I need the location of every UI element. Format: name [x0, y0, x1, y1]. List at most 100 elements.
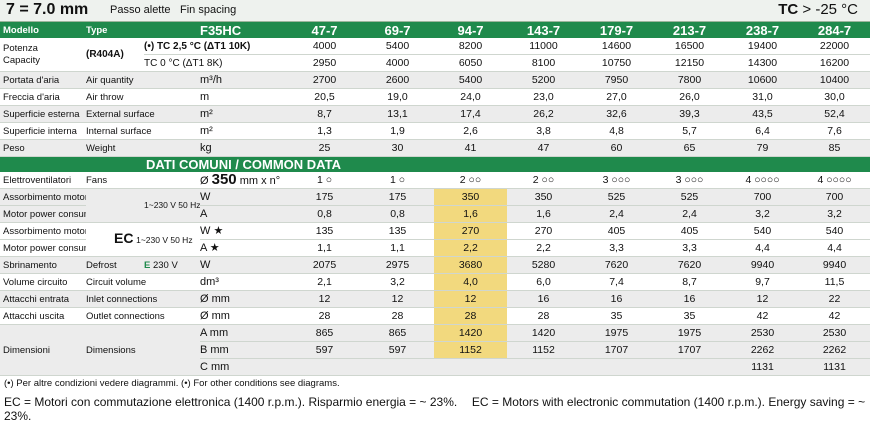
row-unit: dm³ [200, 273, 288, 291]
cell-value: 2,4 [580, 205, 653, 223]
capacity-value: 12150 [653, 54, 726, 72]
cell-value-highlight: 1420 [434, 324, 507, 342]
cell-value: 2262 [726, 341, 799, 359]
cell-value: 22 [799, 290, 870, 308]
cell-value: 28 [288, 307, 361, 325]
cell-value: 405 [653, 222, 726, 240]
row-label-it: Freccia d'aria [0, 88, 86, 106]
capacity-value: 10750 [580, 54, 653, 72]
row-label-en: Air quantity [86, 71, 200, 89]
row-label-en: Fans [86, 172, 200, 189]
row-label-it: Portata d'aria [0, 71, 86, 89]
cell-value [288, 358, 361, 376]
cell-value: 1975 [653, 324, 726, 342]
row-unit: W [200, 188, 288, 206]
cell-value: 175 [288, 188, 361, 206]
cell-value: 1131 [726, 358, 799, 376]
cell-value: 700 [799, 188, 870, 206]
row-label-it: Peso [0, 139, 86, 157]
cell-value: 2,6 [434, 122, 507, 140]
footnote-ec-it: EC = Motori con commutazione elettronica… [4, 395, 458, 409]
cell-value: 1975 [580, 324, 653, 342]
cell-value: 27,0 [580, 88, 653, 106]
cell-value: 16 [580, 290, 653, 308]
row-label-it: Superficie interna [0, 122, 86, 140]
model-col: 69-7 [361, 22, 434, 38]
capacity-value: 8100 [507, 54, 580, 72]
refrigerant: (R404A) [86, 38, 144, 72]
cell-value: 9,7 [726, 273, 799, 291]
cell-value: 350 [507, 188, 580, 206]
model-col: 213-7 [653, 22, 726, 38]
cell-value: 525 [653, 188, 726, 206]
fans-unit: Ø 350 mm x n° [200, 172, 288, 189]
cell-value-highlight: 12 [434, 290, 507, 308]
cell-value: 597 [361, 341, 434, 359]
cell-value: 1707 [580, 341, 653, 359]
cell-value: 12 [361, 290, 434, 308]
cell-value: 16 [507, 290, 580, 308]
cell-value: 3,2 [799, 205, 870, 223]
row-label-it: Sbrinamento [0, 256, 86, 274]
cell-value-highlight: 3680 [434, 256, 507, 274]
cell-value-highlight: 270 [434, 222, 507, 240]
cell-value: 8,7 [288, 105, 361, 123]
cell-value: 1,1 [288, 239, 361, 257]
fin-label-it: Passo alette [110, 4, 171, 16]
cell-value: 32,6 [580, 105, 653, 123]
model-col: 179-7 [580, 22, 653, 38]
row-unit: Ø mm [200, 290, 288, 308]
dims-row-a: Dimensioni Dimensions A mm 865 865 1420 … [0, 324, 870, 376]
motor-std-row-a: Motor power consumption A 0,8 0,8 1,6 1,… [0, 205, 870, 223]
cell-value: 1420 [507, 324, 580, 342]
cell-value: 6,4 [726, 122, 799, 140]
cell-value: 700 [726, 188, 799, 206]
cell-value: 7950 [580, 71, 653, 89]
cell-value: 2,2 [507, 239, 580, 257]
cell-value: 4,4 [726, 239, 799, 257]
capacity-label: Potenza Capacity [0, 38, 86, 72]
cell-value: 16 [653, 290, 726, 308]
tc-label: TC [778, 1, 799, 18]
motor-ec-row-a: Motor power consumption A ★ 1,1 1,1 2,2 … [0, 239, 870, 257]
cell-value: 4 ○○○○ [799, 172, 870, 189]
cell-value: 7,4 [580, 273, 653, 291]
cell-value: 19,0 [361, 88, 434, 106]
capacity-label-en: Capacity [3, 54, 40, 66]
defrost-supply: 230 V [152, 259, 178, 271]
cell-value-highlight: 1,6 [434, 205, 507, 223]
row-unit: kg [200, 139, 288, 157]
row-unit: A [200, 205, 288, 223]
cell-value: 1131 [799, 358, 870, 376]
row-label-it: Elettroventilatori [0, 172, 86, 189]
cell-value-highlight: 1152 [434, 341, 507, 359]
cell-value: 3,2 [726, 205, 799, 223]
cell-value: 3,3 [580, 239, 653, 257]
row-unit: W ★ [200, 222, 288, 240]
cell-value: 13,1 [361, 105, 434, 123]
cell-value-highlight: 2,2 [434, 239, 507, 257]
cell-value: 9940 [726, 256, 799, 274]
row-label-en: Defrost [86, 256, 144, 274]
cell-value: 135 [361, 222, 434, 240]
motor-std-supply: 1~230 V 50 Hz [144, 200, 200, 210]
cell-value: 26,0 [653, 88, 726, 106]
row-label-en: Weight [86, 139, 200, 157]
cell-value: 5400 [434, 71, 507, 89]
cell-value: 5280 [507, 256, 580, 274]
cell-value: 2075 [288, 256, 361, 274]
cell-value: 5200 [507, 71, 580, 89]
cell-value: 31,0 [726, 88, 799, 106]
cell-value: 11,5 [799, 273, 870, 291]
cell-value: 65 [653, 139, 726, 157]
fans-row: Elettroventilatori Fans Ø 350 mm x n° 1 … [0, 172, 870, 189]
cell-value: 24,0 [434, 88, 507, 106]
cell-value-highlight: 4,0 [434, 273, 507, 291]
cell-value: 60 [580, 139, 653, 157]
cell-value: 7800 [653, 71, 726, 89]
cell-value: 270 [507, 222, 580, 240]
cell-value [434, 358, 507, 376]
capacity-cond2: TC 0 °C (ΔT1 8K) [144, 54, 288, 72]
row-label-it: Superficie esterna [0, 105, 86, 123]
row-unit: m² [200, 122, 288, 140]
